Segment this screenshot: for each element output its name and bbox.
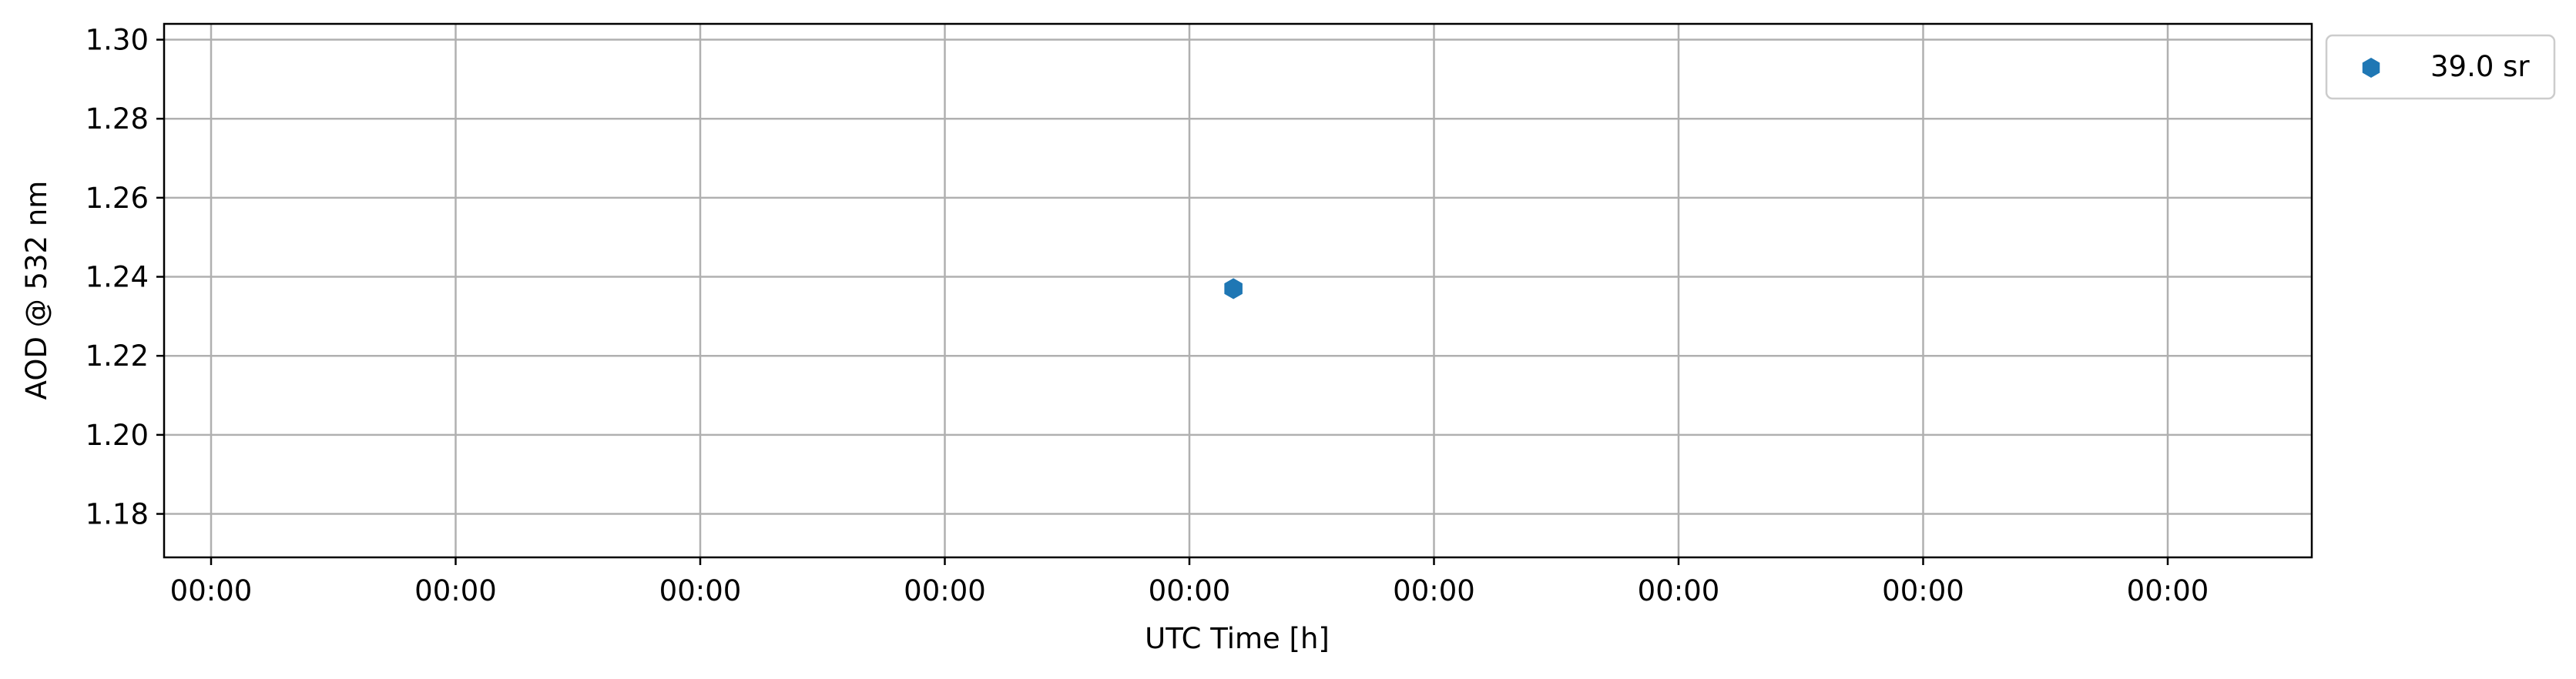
y-tick-label: 1.26 bbox=[86, 182, 149, 215]
x-tick-label: 00:00 bbox=[170, 574, 253, 607]
ticks: 1.18 1.20 1.22 1.24 1.26 1.28 1.30 00:00 00:00 00… bbox=[86, 24, 2209, 607]
plot-frame bbox=[163, 22, 2313, 559]
y-tick-label: 1.30 bbox=[86, 24, 149, 57]
y-tick-label: 1.22 bbox=[86, 340, 149, 373]
y-tick-label: 1.24 bbox=[86, 261, 149, 294]
data-points bbox=[1224, 278, 1243, 299]
legend-marker bbox=[2362, 58, 2380, 78]
x-tick-label: 00:00 bbox=[1393, 574, 1475, 607]
legend-label-39-sr: 39.0 sr bbox=[2430, 50, 2530, 83]
x-tick-label: 00:00 bbox=[414, 574, 497, 607]
x-axis-label: UTC Time [h] bbox=[1145, 622, 1330, 655]
legend-box bbox=[2325, 34, 2556, 100]
x-tick-label: 00:00 bbox=[659, 574, 742, 607]
y-tick-label: 1.28 bbox=[86, 102, 149, 135]
x-tick-label: 00:00 bbox=[2127, 574, 2209, 607]
legend: 39.0 sr bbox=[2325, 34, 2556, 100]
y-axis-label: AOD @ 532 nm bbox=[20, 181, 53, 400]
x-tick-label: 00:00 bbox=[1638, 574, 1720, 607]
grid bbox=[164, 24, 2312, 557]
x-tick-label: 00:00 bbox=[904, 574, 986, 607]
y-tick-label: 1.18 bbox=[86, 498, 149, 531]
data-point bbox=[1224, 278, 1243, 299]
x-tick-label: 00:00 bbox=[1149, 574, 1231, 607]
x-tick-label: 00:00 bbox=[1882, 574, 1964, 607]
y-tick-label: 1.20 bbox=[86, 419, 149, 452]
